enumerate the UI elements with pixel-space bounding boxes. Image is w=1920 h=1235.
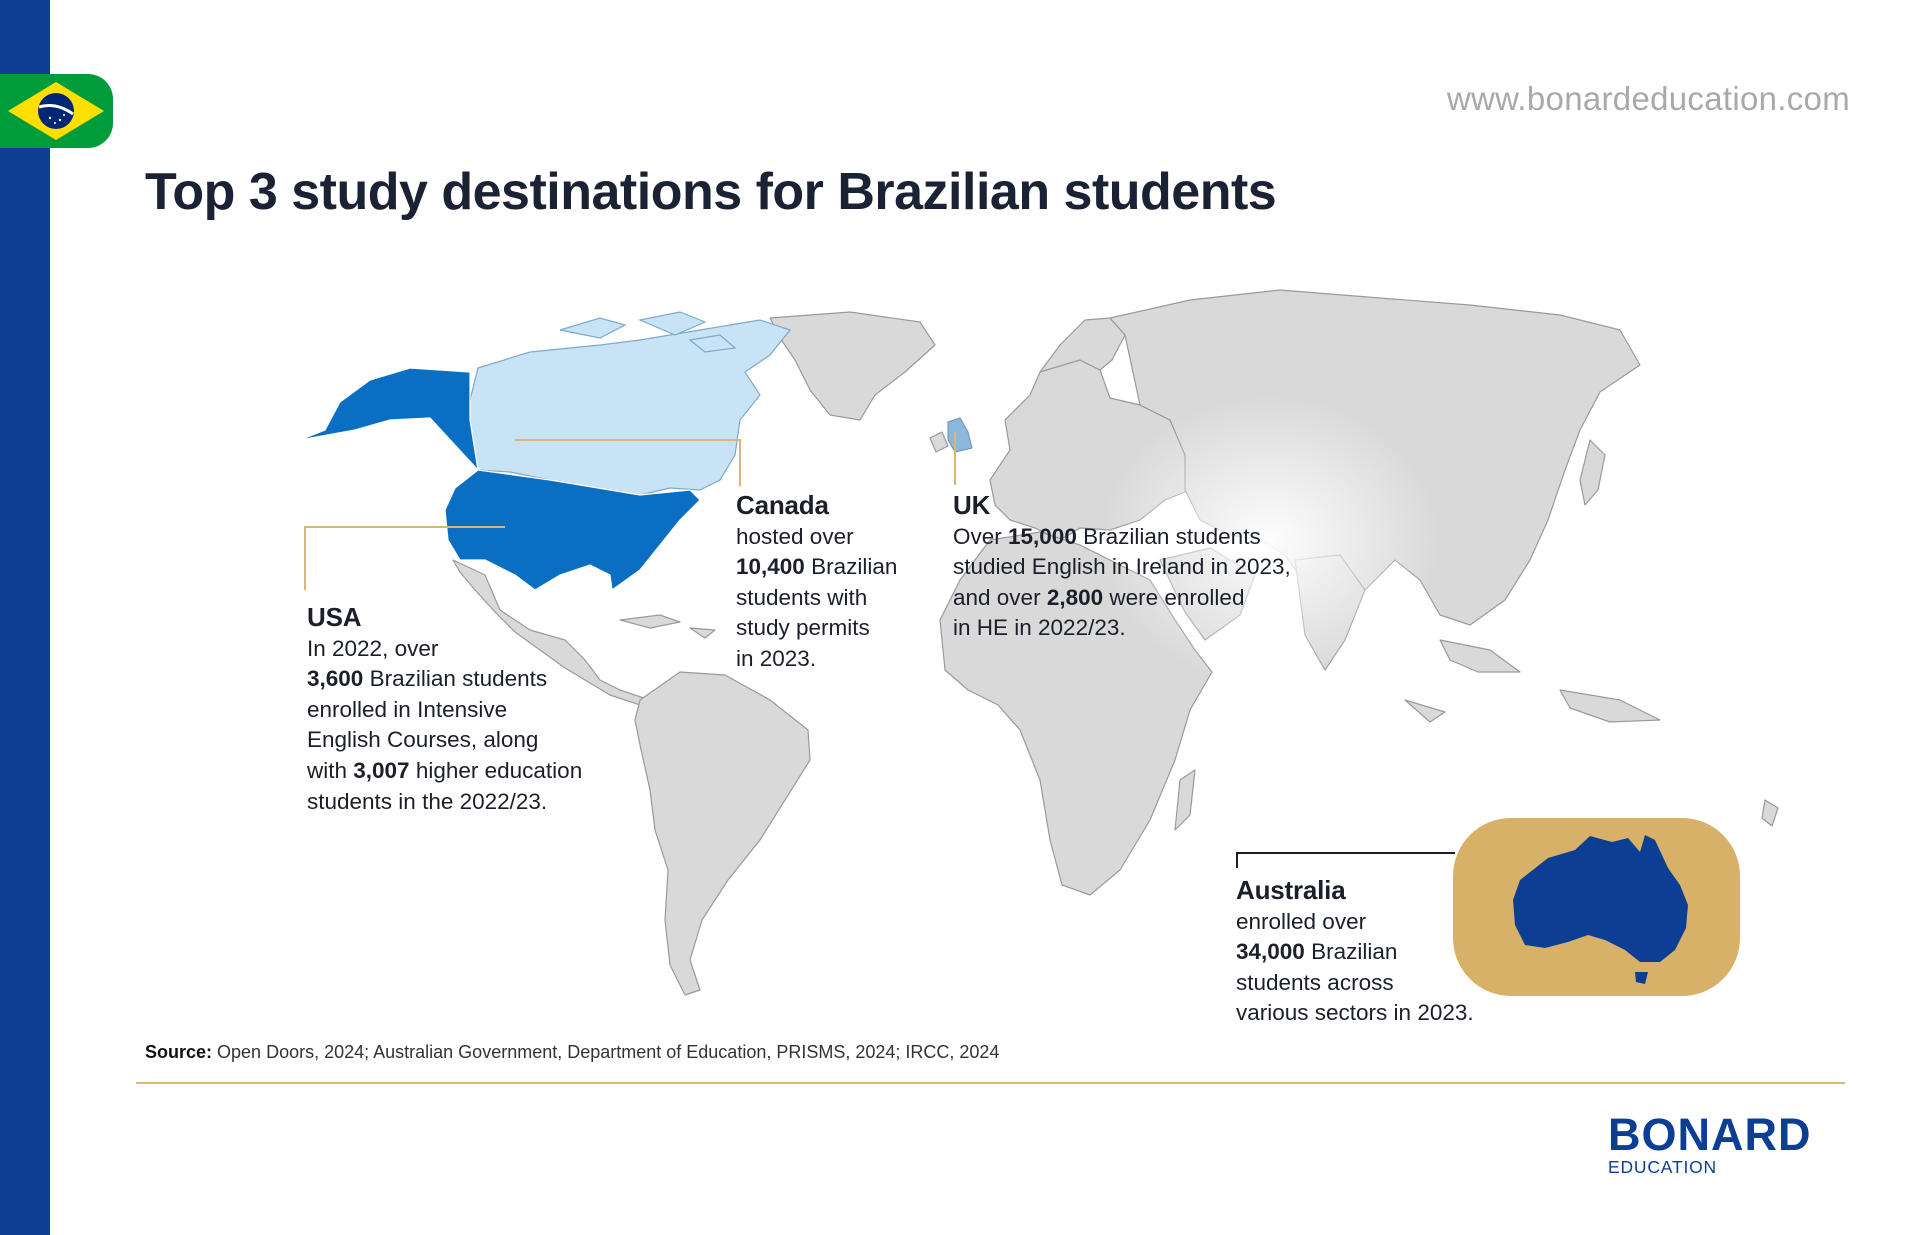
australia-heading: Australia — [1236, 875, 1346, 905]
canada-heading: Canada — [736, 490, 829, 520]
australia-line-2: 34,000 Brazilian — [1236, 939, 1398, 965]
usa-stat-intensive-english: 3,600 — [307, 666, 364, 692]
canada-shape — [467, 319, 792, 496]
uk-line-2: studied English in Ireland in 2023, — [953, 554, 1291, 580]
usa-callout: USA In 2022, over 3,600 Brazilian studen… — [307, 602, 582, 817]
australia-line-1: enrolled over — [1236, 908, 1367, 934]
page-title: Top 3 study destinations for Brazilian s… — [145, 163, 1277, 221]
usa-shape — [444, 469, 701, 592]
uk-line-4: in HE in 2022/23. — [953, 615, 1126, 641]
usa-line-2: 3,600 Brazilian students — [307, 666, 548, 692]
canada-line-1: hosted over — [736, 523, 854, 549]
ireland-shape — [929, 431, 949, 453]
canada-line-2: 10,400 Brazilian — [736, 554, 898, 580]
usa-heading: USA — [307, 602, 362, 632]
canada-line-3: students with — [736, 584, 868, 610]
usa-line-5: with 3,007 higher education — [307, 757, 583, 783]
australia-stat: 34,000 — [1236, 939, 1305, 965]
logo-subtitle: EDUCATION — [1608, 1157, 1717, 1177]
australia-line-4: various sectors in 2023. — [1236, 1000, 1474, 1026]
australia-leader-line — [1236, 852, 1455, 868]
canada-line-4: study permits — [736, 615, 870, 641]
alaska-shape — [299, 367, 479, 472]
uk-stat-he: 2,800 — [1046, 584, 1104, 610]
australia-map-icon — [1513, 835, 1688, 962]
side-accent-bar — [0, 0, 50, 1235]
uk-shape — [947, 417, 973, 453]
greenland-shape — [769, 311, 936, 421]
uk-heading: UK — [953, 490, 991, 520]
canada-callout: Canada hosted over 10,400 Brazilian stud… — [736, 490, 897, 675]
source-note: Source: Open Doors, 2024; Australian Gov… — [145, 1042, 999, 1063]
website-url[interactable]: www.bonardeducation.com — [1446, 80, 1850, 117]
south-america-shape — [634, 671, 811, 996]
bonard-logo[interactable]: BONARD EDUCATION — [1608, 1112, 1838, 1178]
australia-line-3: students across — [1236, 969, 1394, 995]
usa-line-3: enrolled in Intensive — [307, 696, 508, 722]
australia-callout: Australia enrolled over 34,000 Brazilian… — [1236, 875, 1474, 1029]
usa-line-4: English Courses, along — [307, 727, 539, 753]
usa-line-1: In 2022, over — [307, 635, 439, 661]
source-label: Source: — [145, 1042, 213, 1062]
logo-wordmark: BONARD — [1608, 1109, 1812, 1160]
uk-stat-english: 15,000 — [1008, 523, 1077, 549]
canada-leader-line — [515, 439, 741, 486]
uk-callout: UK Over 15,000 Brazilian students studie… — [953, 490, 1291, 644]
footer-divider — [136, 1082, 1845, 1084]
brazil-flag-icon — [0, 74, 113, 148]
usa-stat-higher-education: 3,007 — [353, 757, 410, 783]
canada-stat: 10,400 — [736, 554, 805, 580]
uk-line-1: Over 15,000 Brazilian students — [953, 523, 1261, 549]
uk-line-3: and over 2,800 were enrolled — [953, 584, 1245, 610]
canada-line-5: in 2023. — [736, 645, 817, 671]
usa-leader-line — [304, 526, 505, 590]
source-text: Open Doors, 2024; Australian Government,… — [212, 1042, 1000, 1062]
usa-line-6: students in the 2022/23. — [307, 788, 548, 814]
canada-arctic-islands-shape — [559, 311, 737, 353]
